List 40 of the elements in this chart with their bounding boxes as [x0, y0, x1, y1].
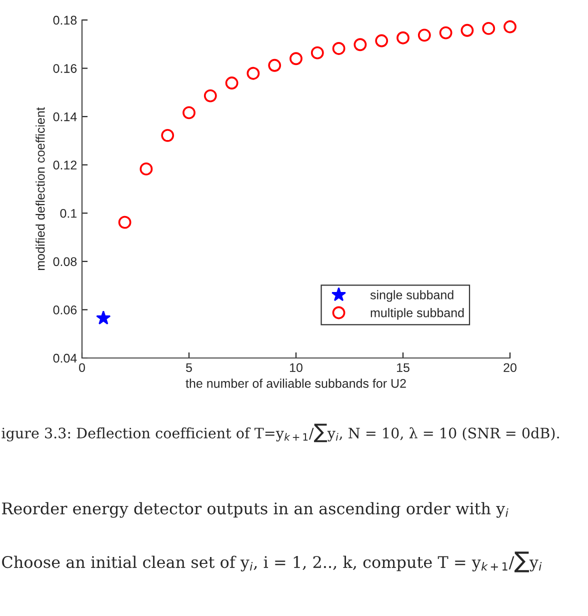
point: [290, 52, 302, 66]
text: Reorder energy detector outputs in an ascending order with y$_{i}$: [2, 502, 508, 518]
legend-label: single subband: [370, 290, 454, 302]
point: [246, 66, 260, 80]
point: [418, 28, 431, 42]
y-tick-label: 0.1: [60, 208, 77, 218]
y-tick-label: 0.06: [53, 306, 77, 314]
point: [161, 128, 174, 142]
point: [504, 20, 516, 34]
point: [332, 42, 346, 55]
point: [225, 76, 238, 90]
point: [118, 216, 132, 229]
point: [375, 34, 388, 48]
text: Choose an initial clean set of y$_{i}$, i = 1, 2.., k, compute T = y$_{k+1}$/∑y$_{i}$: [2, 552, 542, 572]
point: [96, 310, 111, 324]
point: [482, 22, 496, 35]
x-tick-label: 0: [79, 363, 85, 372]
y-tick-label: 0.12: [53, 160, 77, 170]
point: [460, 24, 474, 37]
point: [204, 89, 217, 102]
point: [268, 58, 282, 72]
point: [354, 38, 367, 52]
text: igure 3.3: Deflection coefficient of T=y$_{k+1}$/∑y$_{i}$, N = 10, λ = 10 (SNR = 0dB).: [2, 424, 559, 442]
x-tick-label: 5: [186, 363, 192, 372]
y-tick-label: 0.04: [53, 354, 77, 363]
y-axis-title: modified deflection coefficient: [36, 107, 45, 270]
point: [439, 26, 452, 40]
x-tick-label: 10: [290, 363, 302, 372]
y-tick-label: 0.14: [53, 112, 77, 122]
x-axis-title: the number of aviliable subbands for U2: [186, 378, 406, 388]
point: [182, 106, 196, 120]
x-tick-label: 15: [397, 363, 410, 372]
y-tick-label: 0.08: [53, 257, 77, 266]
x-tick-label: 20: [504, 363, 516, 372]
y-tick-label: 0.18: [53, 16, 77, 25]
point: [396, 31, 410, 44]
legend-label: multiple subband: [370, 308, 464, 320]
point: [310, 46, 324, 60]
y-tick-label: 0.16: [53, 64, 77, 73]
point: [140, 162, 153, 176]
